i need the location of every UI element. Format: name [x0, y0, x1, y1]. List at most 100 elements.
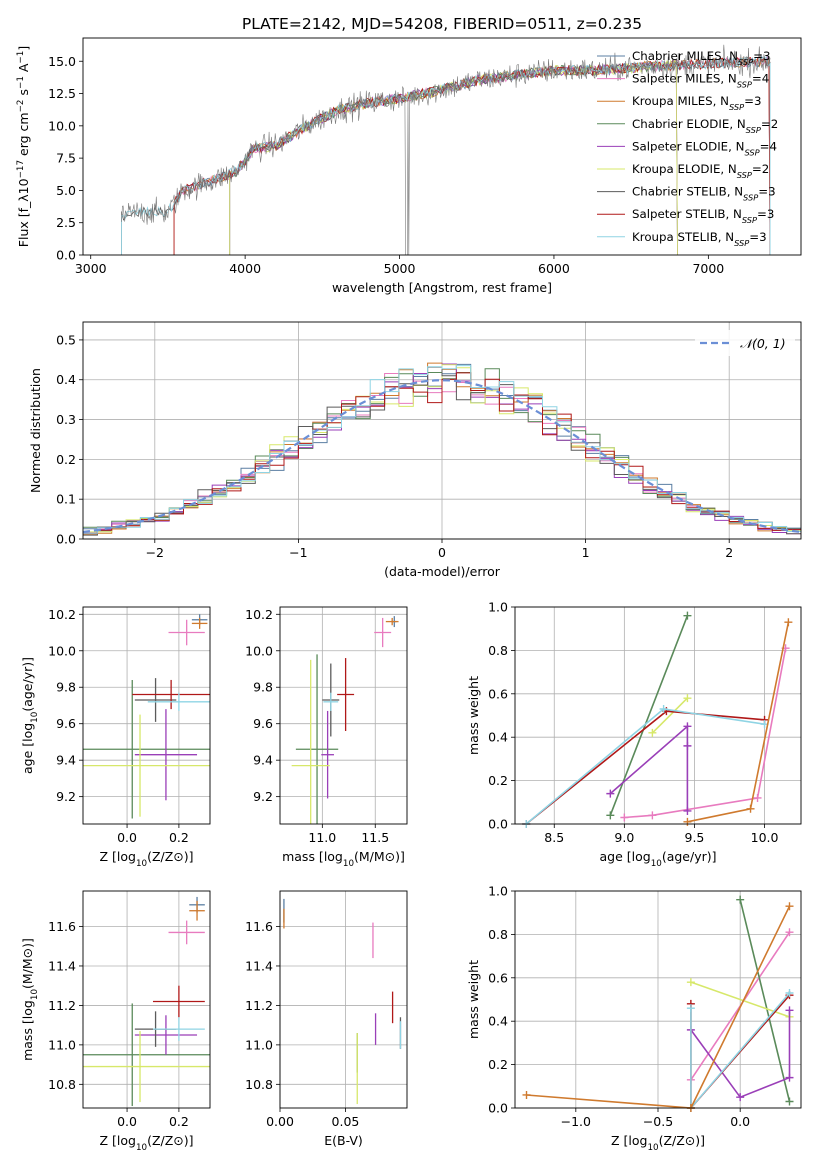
spectrum-frame: [82, 37, 802, 256]
mass-vs-EBV-xtick-label: 0.00: [266, 1114, 294, 1129]
age-vs-mass-xlabel: mass [log10(M/M⊙)]: [282, 849, 405, 869]
weight-vs-Z-axes: −1.0 −0.5 0.0 0.0 0.2 0.4 0.6 0.8 1.0 Z [log10(Z/…: [466, 884, 801, 1153]
spectrum-xtick-label: 5000: [384, 261, 416, 276]
weight-vs-Z-xlabel: Z [log10(Z/Z⊙)]: [611, 1133, 705, 1153]
weight-vs-Z-point-marker: [785, 1097, 794, 1106]
weight-vs-age-ytick-label: 1.0: [488, 600, 508, 615]
age-vs-Z-xtick-label: 0.2: [169, 830, 189, 845]
residuals-ylabel: Normed distribution: [28, 368, 43, 493]
weight-vs-age-point-marker: [746, 804, 755, 813]
weight-vs-age-ytick-label: 0.6: [488, 686, 508, 701]
mass-vs-Z-frame: [82, 890, 211, 1109]
mass-vs-EBV-xlabel: E(B-V): [324, 1133, 363, 1148]
weight-vs-Z-xtick-label: −1.0: [561, 1114, 591, 1129]
residuals-ytick-label: 0.4: [56, 372, 76, 387]
spectrum-xtick-label: 3000: [75, 261, 107, 276]
weight-vs-age-xtick-label: 10.0: [751, 830, 779, 845]
weight-vs-age-ytick-label: 0.2: [488, 773, 508, 788]
mass-vs-EBV-ytick-label: 11.2: [245, 998, 273, 1013]
weight-vs-age-point-marker: [683, 722, 692, 731]
weight-vs-Z-point-marker: [686, 978, 695, 987]
age-vs-Z-ytick-label: 9.2: [56, 789, 76, 804]
legend-label: Kroupa STELIB, NSSP=3: [632, 230, 767, 248]
mass-vs-EBV-errorbars: [283, 898, 402, 1105]
mass-vs-Z-ytick-label: 11.0: [48, 1037, 76, 1052]
spectrum-axes: 3000 4000 5000 6000 7000 0.0 2.5 5.0 7.5 10.0 12.5…: [16, 46, 724, 295]
mass-vs-EBV-ytick-label: 10.8: [245, 1077, 273, 1092]
spectrum-legend: Chabrier MILES, NSSP=3 Salpeter MILES, NS…: [597, 49, 778, 248]
weight-vs-age-series-line: [651, 697, 688, 734]
age-vs-mass-frame: [279, 606, 408, 825]
legend-label: Chabrier ELODIE, NSSP=2: [632, 117, 778, 135]
age-vs-Z-ytick-label: 10.0: [48, 643, 76, 658]
spectrum-model-line: [173, 56, 771, 255]
weight-vs-age-point-marker: [683, 694, 692, 703]
residuals-ytick-label: 0.3: [56, 412, 76, 427]
legend-label: Salpeter STELIB, NSSP=3: [632, 207, 774, 225]
weight-vs-Z-ytick-label: 0.6: [488, 970, 508, 985]
weight-vs-Z-ytick-label: 0.2: [488, 1057, 508, 1072]
weight-vs-age-axes: 8.5 9.0 9.5 10.0 0.0 0.2 0.4 0.6 0.8 1.0 age [log1…: [466, 600, 801, 869]
weight-vs-age-xtick-label: 8.5: [544, 830, 564, 845]
weight-vs-Z-frame: [514, 890, 802, 1109]
weight-vs-age-xtick-label: 9.5: [685, 830, 705, 845]
weight-vs-age-point-marker: [606, 789, 615, 798]
weight-vs-age-point-marker: [753, 793, 762, 802]
spectrum-ytick-label: 7.5: [56, 151, 76, 166]
weight-vs-Z-point-marker: [736, 895, 745, 904]
mass-vs-EBV-ytick-label: 11.6: [245, 919, 273, 934]
residuals-ytick-label: 0.0: [56, 532, 76, 547]
age-vs-Z-axes: 0.0 0.2 9.2 9.4 9.6 9.8 10.0 10.2 Z [log10(Z/Z⊙)…: [20, 607, 210, 869]
mass-vs-Z-axes: 0.0 0.2 10.8 11.0 11.2 11.4 11.6 Z [log10(Z/Z⊙)…: [20, 891, 210, 1153]
mass-vs-Z-xtick-label: 0.0: [117, 1114, 137, 1129]
weight-vs-Z-point-marker: [736, 1093, 745, 1102]
weight-vs-age-series-line: [687, 622, 790, 823]
residuals-ytick-label: 0.2: [56, 452, 76, 467]
weight-vs-Z-point-marker: [785, 1073, 794, 1082]
residuals-xtick-label: 2: [725, 545, 733, 560]
weight-vs-age-point-marker: [683, 806, 692, 815]
legend-gauss-label: 𝒩(0, 1): [740, 336, 786, 351]
mass-vs-Z-ylabel: mass [log10(M/M⊙)]: [20, 938, 40, 1061]
weight-vs-Z-point-marker: [522, 1090, 531, 1099]
weight-vs-age-series-line: [609, 724, 689, 811]
spectrum-lines: [121, 44, 771, 255]
weight-vs-age-frame: [514, 606, 802, 825]
weight-vs-Z-xtick-label: 0.0: [730, 1114, 750, 1129]
weight-vs-Z-point-marker: [785, 928, 794, 937]
residuals-ytick-label: 0.5: [56, 332, 76, 347]
age-vs-mass-errorbars: [291, 616, 399, 824]
age-vs-Z-ytick-label: 9.4: [56, 753, 76, 768]
mass-vs-Z-xlabel: Z [log10(Z/Z⊙)]: [99, 1133, 193, 1153]
weight-vs-Z-point-marker: [785, 1006, 794, 1015]
weight-vs-age-xtick-label: 9.0: [614, 830, 634, 845]
age-vs-mass-axes: 11.0 11.5 9.2 9.4 9.6 9.8 10.0 10.2 mass [log10(…: [245, 607, 407, 869]
weight-vs-age-series-line: [525, 710, 765, 825]
age-vs-mass-xtick-label: 11.0: [308, 830, 336, 845]
age-vs-Z-frame: [82, 606, 211, 825]
spectrum-observed-line: [121, 44, 771, 255]
residuals-xtick-label: 0: [438, 545, 446, 560]
weight-vs-age-series-line: [624, 648, 787, 819]
weight-vs-Z-ytick-label: 0.8: [488, 927, 508, 942]
spectrum-xtick-label: 6000: [538, 261, 570, 276]
weight-vs-age-point-marker: [606, 811, 615, 820]
age-vs-Z-ytick-label: 9.6: [56, 716, 76, 731]
legend-label: Chabrier MILES, NSSP=3: [632, 49, 770, 67]
weight-vs-age-point-marker: [648, 811, 657, 820]
weight-vs-age-point-marker: [683, 611, 692, 620]
weight-vs-Z-point-marker: [785, 902, 794, 911]
mass-vs-EBV-axes: 0.00 0.05 10.8 11.0 11.2 11.4 11.6 E(B-V): [245, 891, 407, 1148]
residuals-xtick-label: 1: [582, 545, 590, 560]
age-vs-mass-xtick-label: 11.5: [361, 830, 389, 845]
age-vs-Z-errorbars: [83, 614, 210, 819]
mass-vs-Z-errorbars: [83, 896, 210, 1107]
weight-vs-age-ylabel: mass weight: [466, 676, 481, 755]
spectrum-ytick-label: 2.5: [56, 215, 76, 230]
mass-vs-Z-ytick-label: 10.8: [48, 1077, 76, 1092]
legend-label: Kroupa MILES, NSSP=3: [632, 94, 762, 112]
residuals-xtick-label: −1: [289, 545, 307, 560]
spectrum-ytick-label: 12.5: [48, 86, 76, 101]
spectrum-ytick-label: 10.0: [48, 118, 76, 133]
weight-vs-Z-series-line: [739, 899, 791, 1102]
